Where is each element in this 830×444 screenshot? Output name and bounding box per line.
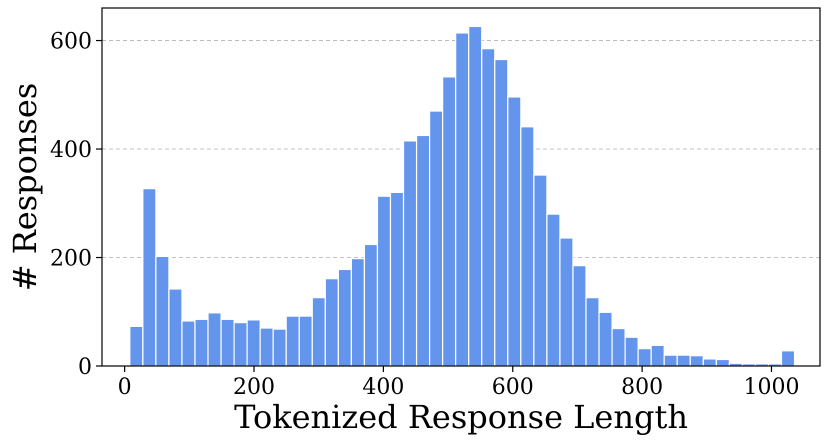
- histogram-bar: [468, 25, 483, 367]
- histogram-bar: [129, 325, 144, 367]
- histogram-bar: [689, 355, 704, 367]
- x-tick-label: 800: [621, 375, 663, 400]
- histogram-bar: [650, 344, 665, 367]
- x-tick-label: 600: [492, 375, 534, 400]
- histogram-bar: [428, 110, 444, 367]
- histogram-bar: [350, 258, 366, 367]
- x-tick-label: 1000: [743, 375, 799, 400]
- histogram-bar: [155, 255, 170, 367]
- histogram-bar: [637, 348, 652, 367]
- histogram-bar: [676, 354, 691, 367]
- histogram-bar: [507, 96, 522, 367]
- x-axis-title: Tokenized Response Length: [234, 398, 688, 436]
- histogram-bars: [129, 25, 796, 367]
- x-axis: 0 200 400 600 800 1000: [118, 366, 799, 400]
- y-tick-label: 600: [50, 30, 92, 55]
- histogram-bar: [259, 327, 274, 367]
- y-axis-title: # Responses: [6, 83, 44, 292]
- histogram-bar: [168, 288, 183, 367]
- plot-frame: [101, 7, 821, 367]
- histogram-bar: [285, 315, 300, 367]
- x-tick-label: 400: [362, 375, 404, 400]
- y-tick-label: 400: [50, 138, 92, 163]
- histogram-bar: [455, 32, 470, 367]
- histogram-bar: [220, 318, 235, 367]
- histogram-bar: [376, 195, 392, 367]
- histogram-bar: [533, 174, 548, 367]
- histogram-bar: [298, 315, 313, 367]
- histogram-bar: [663, 354, 678, 367]
- histogram-bar: [324, 278, 339, 367]
- histogram-bar: [233, 322, 248, 367]
- histogram-bar: [402, 140, 418, 367]
- histogram-bar: [611, 327, 626, 367]
- histogram-bar: [363, 243, 379, 367]
- histogram-bar: [481, 48, 496, 367]
- histogram-bar: [624, 336, 639, 367]
- histogram-bar: [415, 134, 431, 367]
- histogram-bar: [585, 297, 600, 367]
- histogram-bar: [389, 191, 405, 367]
- histogram-bar: [494, 58, 509, 367]
- y-axis: 0 200 400 600: [50, 30, 102, 380]
- histogram-bar: [780, 350, 796, 367]
- y-tick-label: 0: [78, 355, 92, 380]
- x-tick-label: 0: [118, 375, 132, 400]
- histogram-bar: [142, 188, 157, 367]
- histogram-bar: [194, 318, 209, 367]
- histogram-bar: [702, 358, 717, 367]
- histogram-bar: [246, 319, 261, 367]
- histogram-bar: [311, 297, 326, 367]
- histogram-bar: [546, 213, 561, 367]
- y-tick-label: 200: [50, 247, 92, 272]
- histogram-bar: [272, 328, 287, 367]
- x-tick-label: 200: [233, 375, 275, 400]
- histogram-bar: [559, 237, 574, 367]
- histogram-bar: [715, 358, 730, 367]
- histogram-bar: [337, 268, 352, 367]
- histogram-bar: [442, 76, 457, 367]
- histogram-bar: [181, 320, 196, 367]
- histogram-bar: [207, 312, 222, 367]
- histogram-bar: [572, 265, 587, 367]
- histogram-bar: [520, 126, 535, 367]
- histogram-bar: [598, 311, 613, 367]
